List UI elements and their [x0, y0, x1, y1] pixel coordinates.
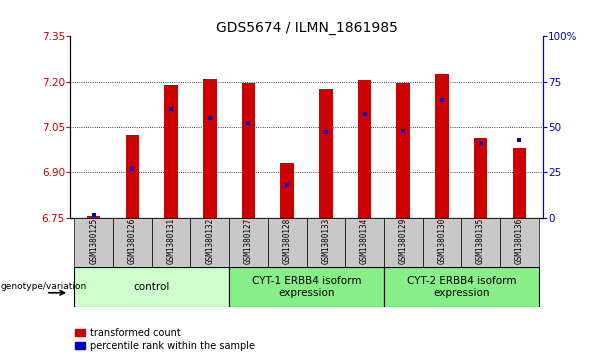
Bar: [74, 267, 229, 307]
Text: GSM1380136: GSM1380136: [515, 218, 524, 265]
Point: [205, 115, 215, 121]
Bar: [74, 218, 113, 267]
Bar: [512, 148, 526, 218]
Point: [128, 166, 137, 172]
Bar: [435, 74, 449, 218]
Text: GSM1380134: GSM1380134: [360, 218, 369, 265]
Bar: [474, 138, 487, 218]
Bar: [87, 216, 101, 218]
Point: [437, 97, 447, 103]
Bar: [500, 218, 539, 267]
Title: GDS5674 / ILMN_1861985: GDS5674 / ILMN_1861985: [216, 21, 397, 35]
Point: [282, 182, 292, 188]
Point: [360, 111, 370, 117]
Bar: [319, 89, 333, 218]
Bar: [242, 83, 255, 218]
Text: GSM1380129: GSM1380129: [398, 218, 408, 265]
Bar: [422, 218, 461, 267]
Text: GSM1380135: GSM1380135: [476, 218, 485, 265]
Bar: [126, 135, 139, 218]
Bar: [306, 218, 345, 267]
Bar: [191, 218, 229, 267]
Bar: [280, 163, 294, 218]
Bar: [268, 218, 306, 267]
Text: GSM1380126: GSM1380126: [128, 218, 137, 265]
Text: control: control: [134, 282, 170, 292]
Text: GSM1380125: GSM1380125: [89, 218, 98, 265]
Text: GSM1380130: GSM1380130: [438, 218, 446, 265]
Point: [89, 212, 99, 218]
Point: [243, 121, 253, 126]
Bar: [384, 218, 422, 267]
Bar: [345, 218, 384, 267]
Text: GSM1380132: GSM1380132: [205, 218, 215, 265]
Point: [321, 130, 331, 135]
Bar: [358, 80, 371, 218]
Bar: [152, 218, 191, 267]
Bar: [203, 79, 216, 218]
Text: GSM1380131: GSM1380131: [167, 218, 175, 265]
Bar: [229, 218, 268, 267]
Text: CYT-2 ERBB4 isoform
expression: CYT-2 ERBB4 isoform expression: [406, 276, 516, 298]
Bar: [397, 83, 410, 218]
Bar: [113, 218, 152, 267]
Text: GSM1380128: GSM1380128: [283, 218, 292, 265]
Point: [514, 137, 524, 143]
Legend: transformed count, percentile rank within the sample: transformed count, percentile rank withi…: [75, 328, 255, 351]
Text: GSM1380127: GSM1380127: [244, 218, 253, 265]
Text: genotype/variation: genotype/variation: [1, 282, 87, 291]
Point: [476, 140, 485, 146]
Point: [166, 106, 176, 112]
Bar: [384, 267, 539, 307]
Bar: [164, 85, 178, 218]
Text: GSM1380133: GSM1380133: [321, 218, 330, 265]
Point: [398, 128, 408, 134]
Bar: [461, 218, 500, 267]
Text: CYT-1 ERBB4 isoform
expression: CYT-1 ERBB4 isoform expression: [252, 276, 361, 298]
Bar: [229, 267, 384, 307]
